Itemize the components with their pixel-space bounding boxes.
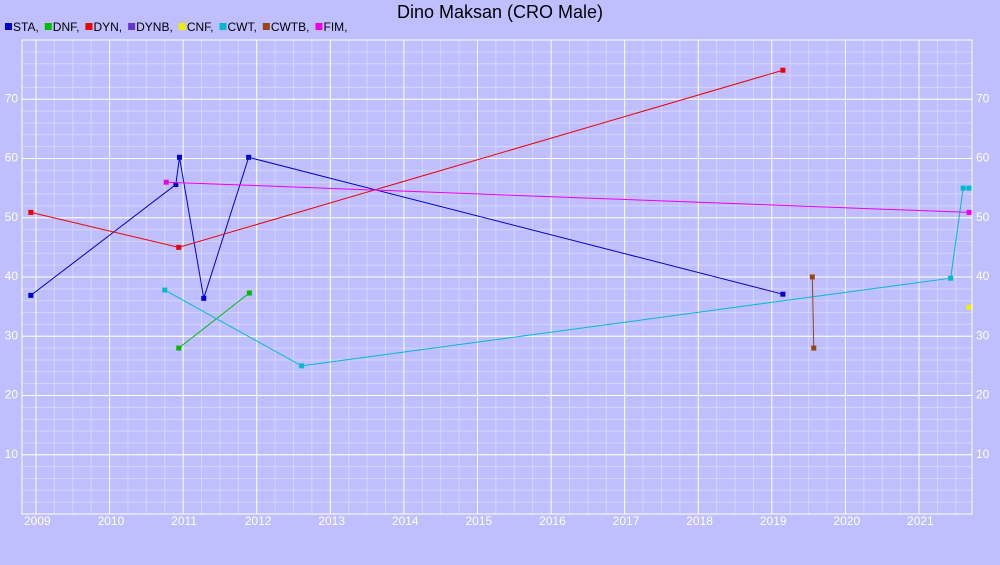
legend-swatch	[5, 23, 12, 30]
x-tick-label: 2017	[613, 514, 640, 528]
point-marker	[173, 182, 179, 188]
legend-label: CNF,	[187, 20, 214, 34]
legend-label: DNF,	[53, 20, 80, 34]
y2-tick-label: 70	[976, 91, 990, 105]
x-tick-label: 2019	[760, 514, 787, 528]
legend-swatch	[178, 23, 186, 30]
x-tick-label: 2020	[833, 514, 860, 528]
y-tick-label: 70	[5, 91, 19, 105]
point-marker	[246, 290, 252, 296]
x-tick-label: 2018	[686, 514, 713, 528]
x-tick-label: 2009	[24, 514, 51, 528]
legend-swatch	[44, 23, 52, 30]
x-tick-label: 2021	[907, 514, 934, 528]
y2-tick-label: 30	[976, 328, 990, 342]
point-marker	[948, 275, 954, 281]
legend-label: DYN,	[93, 20, 122, 34]
point-marker	[201, 295, 207, 301]
point-marker	[28, 292, 34, 298]
x-tick-label: 2010	[98, 514, 125, 528]
point-marker	[299, 363, 305, 369]
y-tick-label: 20	[5, 388, 19, 402]
point-marker	[966, 185, 972, 191]
y-tick-label: 50	[5, 210, 19, 224]
x-tick-label: 2015	[465, 514, 492, 528]
y-tick-label: 10	[5, 447, 19, 461]
series-line	[30, 156, 784, 299]
x-tick-label: 2014	[392, 514, 419, 528]
point-marker	[162, 287, 168, 293]
point-marker	[811, 345, 817, 351]
x-tick-label: 2011	[171, 514, 197, 528]
point-marker	[176, 345, 182, 351]
series-line	[178, 292, 250, 349]
point-marker	[176, 244, 182, 250]
x-tick-label: 2016	[539, 514, 566, 528]
point-marker	[176, 154, 182, 160]
legend-swatch	[219, 23, 227, 30]
legend-label: CWTB,	[271, 20, 310, 34]
legend-swatch	[85, 23, 93, 30]
legend-swatch	[315, 23, 323, 30]
y2-tick-label: 10	[976, 447, 990, 461]
point-marker	[809, 274, 815, 280]
legend-label: CWT,	[227, 20, 256, 34]
chart-title: Dino Maksan (CRO Male)	[397, 2, 603, 22]
legend-swatch	[128, 23, 136, 30]
legend-swatch	[262, 23, 270, 30]
y-tick-label: 40	[5, 269, 19, 283]
series-line	[166, 181, 970, 213]
x-tick-label: 2013	[318, 514, 345, 528]
legend-label: STA,	[13, 20, 39, 34]
point-marker	[960, 185, 966, 191]
series-line	[811, 276, 815, 349]
point-marker	[966, 304, 972, 310]
y-tick-label: 30	[5, 328, 19, 342]
y-tick-label: 60	[5, 151, 19, 165]
legend-label: DYNB,	[136, 20, 173, 34]
point-marker	[780, 67, 786, 73]
point-marker	[246, 154, 252, 160]
legend-label: FIM,	[323, 20, 347, 34]
y2-tick-label: 60	[976, 151, 990, 165]
y2-tick-label: 50	[976, 210, 990, 224]
y2-tick-label: 20	[976, 388, 990, 402]
point-marker	[780, 291, 786, 297]
point-marker	[28, 209, 34, 215]
y2-tick-label: 40	[976, 269, 990, 283]
x-tick-label: 2012	[245, 514, 272, 528]
point-marker	[966, 209, 972, 215]
point-marker	[163, 179, 169, 185]
